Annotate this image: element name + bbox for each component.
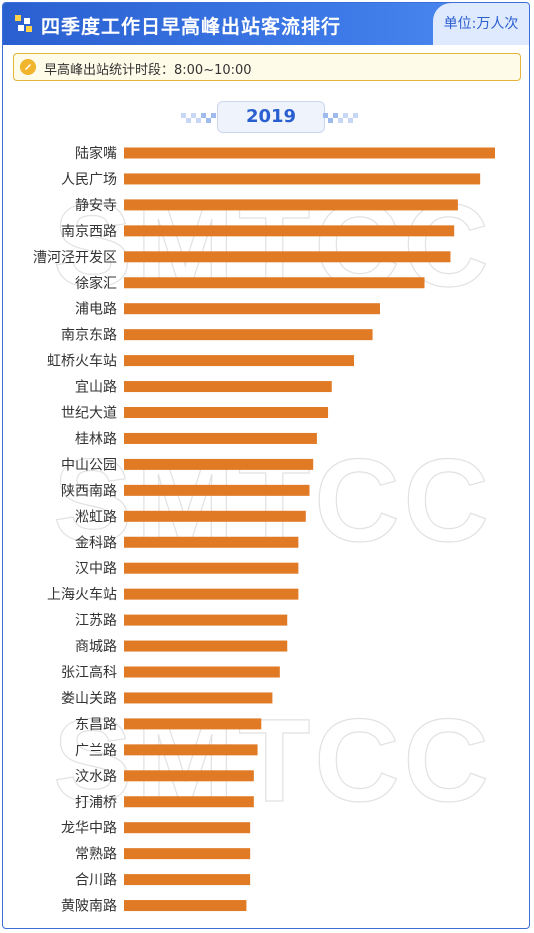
category-label: 汶水路 xyxy=(75,768,117,785)
category-label: 打浦桥 xyxy=(75,794,117,811)
category-label: 淞虹路 xyxy=(75,509,117,525)
category-label: 张江高科 xyxy=(61,664,117,681)
header-bar: 四季度工作日早高峰出站客流排行 单位:万人次 xyxy=(3,3,529,45)
category-label: 漕河泾开发区 xyxy=(33,250,117,266)
category-label: 陕西南路 xyxy=(61,483,117,499)
bar xyxy=(124,900,247,912)
category-label: 徐家汇 xyxy=(75,275,117,292)
time-note: 早高峰出站统计时段：8:00~10:00 xyxy=(13,53,521,81)
bar xyxy=(124,173,481,185)
category-label: 陆家嘴 xyxy=(75,145,117,162)
year-label: 2019 xyxy=(217,101,325,133)
category-label: 静安寺 xyxy=(75,198,117,214)
time-note-text: 早高峰出站统计时段：8:00~10:00 xyxy=(44,63,252,78)
bar xyxy=(124,355,355,367)
bar xyxy=(124,536,299,548)
category-label: 人民广场 xyxy=(61,172,117,188)
bar xyxy=(124,147,495,159)
category-label: 虹桥火车站 xyxy=(47,353,117,370)
bar xyxy=(124,666,280,678)
bar xyxy=(124,303,380,315)
category-label: 世纪大道 xyxy=(61,406,117,422)
bar xyxy=(124,329,373,341)
category-label: 南京西路 xyxy=(61,224,117,240)
bar-chart: 陆家嘴人民广场静安寺南京西路漕河泾开发区徐家汇浦电路南京东路虹桥火车站宜山路世纪… xyxy=(33,145,495,915)
bar xyxy=(124,848,251,860)
bar xyxy=(124,588,299,600)
chart-title: 四季度工作日早高峰出站客流排行 xyxy=(41,16,342,38)
category-label: 上海火车站 xyxy=(47,586,117,603)
bar xyxy=(124,251,451,263)
bar xyxy=(124,692,273,704)
decor-stripe-right xyxy=(323,113,358,123)
bar xyxy=(124,614,288,626)
bar xyxy=(124,510,306,522)
category-label: 常熟路 xyxy=(75,847,117,863)
bar xyxy=(124,277,425,289)
tag-icon xyxy=(20,59,36,75)
decor-stripe-left xyxy=(181,113,216,123)
bar xyxy=(124,822,251,834)
bar xyxy=(124,484,310,496)
bar xyxy=(124,796,254,808)
category-label: 中山公园 xyxy=(61,457,117,473)
category-label: 汉中路 xyxy=(75,561,117,577)
year-header: 2019 xyxy=(3,101,529,137)
bar xyxy=(124,562,299,574)
bar xyxy=(124,407,329,418)
chart-logo-icon xyxy=(15,15,32,32)
category-label: 桂林路 xyxy=(75,431,117,447)
bar xyxy=(124,640,288,652)
category-label: 南京东路 xyxy=(61,328,117,344)
category-label: 浦电路 xyxy=(75,302,117,318)
category-label: 合川路 xyxy=(75,873,117,889)
category-label: 宜山路 xyxy=(75,380,117,396)
bar xyxy=(124,199,458,211)
unit-label: 单位:万人次 xyxy=(433,3,529,45)
bar xyxy=(124,432,317,444)
category-label: 东昌路 xyxy=(75,717,117,733)
category-label: 金科路 xyxy=(75,535,117,551)
bar xyxy=(124,874,251,886)
category-label: 龙华中路 xyxy=(61,821,117,837)
bar xyxy=(124,770,254,782)
category-label: 黄陂南路 xyxy=(61,898,117,915)
category-label: 商城路 xyxy=(75,639,117,655)
category-label: 江苏路 xyxy=(75,613,117,629)
bar xyxy=(124,744,258,756)
category-label: 娄山关路 xyxy=(61,691,117,707)
bar xyxy=(124,225,455,237)
bar xyxy=(124,458,314,470)
bar xyxy=(124,718,262,730)
bar xyxy=(124,381,332,393)
category-label: 广兰路 xyxy=(75,743,117,759)
